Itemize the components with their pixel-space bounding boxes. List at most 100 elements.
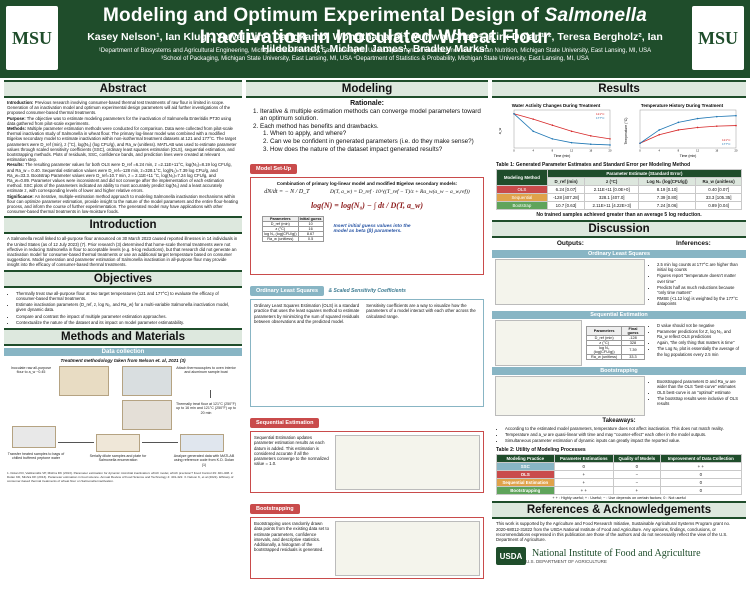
inference-item: RMSE (<1.12 log) is weighted by the 177°… (657, 296, 740, 306)
data-point (532, 118, 534, 120)
logo-mark: MSU (12, 27, 52, 48)
objective-item: Thermally treat raw all-purpose flour at… (16, 291, 239, 301)
text: The resulting parameter values for both … (7, 162, 232, 194)
table-header: Quality of Models (613, 454, 661, 464)
chart1-frame (513, 109, 611, 149)
data-point (551, 124, 554, 126)
table-cell: 0 (659, 470, 743, 480)
table1-caption: Table 1: Generated Parameter Estimates a… (496, 162, 691, 168)
boot-plots (335, 521, 480, 577)
takeaways-title: Takeaways: (602, 417, 636, 424)
x-tick-label: 12 (570, 149, 573, 153)
table-cell: 33.3 (620, 353, 646, 360)
table1: Modeling Method Parameter Estimate (Stand… (496, 169, 743, 210)
flow-arrow (142, 441, 178, 443)
chart1-ylabel: a_w (498, 127, 502, 134)
data-point (677, 121, 680, 124)
boot-block: Bootstrapping Bootstrapping uses randoml… (246, 495, 488, 581)
table-row: SSC 0 0 + + (496, 462, 743, 472)
table-cell: 8.19 [0.10] (638, 185, 697, 194)
usda-text: National Institute of Food and Agricultu… (526, 548, 701, 564)
data-point (716, 125, 718, 127)
data-point (532, 130, 534, 133)
text: The objective was to estimate modeling p… (7, 115, 232, 126)
table-cell: 7.39 [0.80] (638, 193, 697, 202)
section-title-abstract: Abstract (4, 80, 242, 98)
chart1-legend-121: 121°C (596, 112, 605, 116)
seq-plots (335, 435, 480, 491)
x-tick-label: 8 (552, 149, 554, 153)
ols-inferences: 2.5 min log counts at 177°C are higher t… (645, 259, 743, 310)
column-middle: Modeling Rationale: Iterative & multiple… (246, 80, 488, 605)
table-cell: -128 [407.28] (546, 193, 586, 202)
inference-item: The Log N₀ plot is essentially the avera… (657, 346, 740, 356)
section-title-results: Results (492, 80, 746, 98)
objectives-list: Thermally treat raw all-purpose flour at… (4, 288, 242, 328)
table-header: Parameters (586, 325, 622, 336)
ssc-text: Sensitivity coefficients are a way to vi… (366, 303, 476, 319)
rationale-subitem: When to apply, and where? (270, 130, 484, 138)
data-point (677, 129, 680, 131)
column-right: Results Water Activity Changes During Tr… (492, 80, 746, 605)
section-title-modeling: Modeling (246, 80, 488, 98)
thermal-treatment-photo (122, 399, 172, 430)
table-cell: 6.24 [0.07] (546, 185, 586, 194)
rationale-item: Iterative & multiple estimation methods … (260, 108, 484, 123)
table-cell: Sequential (496, 193, 548, 202)
table2: Modeling Practice Parameter Estimations … (496, 454, 743, 496)
table-row: Ra_w (unitless) 0.5 (262, 236, 324, 243)
x-tick-label: 12 (696, 149, 699, 153)
table-header: Parameter Estimations (553, 454, 615, 464)
seq-label: Sequential Estimation (250, 418, 320, 429)
equation-row: dN/dt = − N / D_T D(T, a_w) = D_ref · 10… (254, 189, 480, 195)
inference-item: Figures report "temperature doesn't matt… (657, 273, 740, 283)
table-cell: Bootstrapping (496, 486, 555, 496)
objective-item: Estimate inactivation parameters (D_ref,… (16, 302, 239, 312)
table-cell: + (553, 478, 615, 488)
table-row: Sequential Estimation + −0 (496, 478, 743, 488)
data-collection-bar: Data collection (4, 347, 242, 356)
table-row: Sequential -128 [407.28] 328.1 [407.0] 7.39… (496, 193, 742, 202)
table-cell: + (553, 470, 615, 480)
series-line-2 (639, 115, 737, 144)
inference-item: 2.5 min log counts at 177°C are higher t… (657, 262, 740, 272)
results-charts: Water Activity Changes During Treatment … (492, 98, 746, 160)
methods-flowchart: Treatment methodology taken from Nelson … (4, 358, 242, 470)
usda-logo: USDA (496, 547, 526, 566)
seq-inferences: D value should not be negative Parameter… (645, 320, 743, 366)
table-cell: 10.7 [0.63] (546, 201, 586, 210)
label: Results: (7, 162, 24, 168)
inference-item: Bootstrapped parameters D and Ra_w are w… (657, 379, 740, 389)
equation-1: dN/dt = − N / D_T (264, 189, 310, 196)
table-header: Improvement of Data Collection (659, 454, 743, 464)
table-cell: 2.11E+11 [4.22E+3] (584, 201, 640, 210)
table-header: z (°C) (584, 177, 640, 186)
table-row: log N₀ (log(CFU/g)) 7.39 (586, 344, 646, 355)
rationale: Rationale: Iterative & multiple estimati… (246, 98, 488, 155)
insert-note: Insert initial guess values into the mod… (333, 224, 411, 235)
final-guess-table: Parameters Final guess D_ref (min) -128 z … (586, 325, 646, 360)
data-point (590, 135, 592, 137)
data-point (609, 138, 611, 140)
label: Purpose: (7, 115, 26, 121)
initial-guess-row: Parameters Initial guess D_ref (min) 10 z … (254, 216, 480, 243)
table-cell: + + (659, 462, 743, 472)
ssc-label: & Scaled Sensitivity Coefficients (328, 288, 406, 295)
inference-item: The bootstrap results were inclusive of … (657, 396, 740, 406)
x-tick-label: 20 (735, 149, 738, 153)
outputs-label: Outputs: (556, 240, 584, 247)
table-cell: 0 (659, 478, 743, 488)
affiliation-line: ¹Department of Biosystems and Agricultur… (98, 48, 652, 54)
temperature-chart: Temperature History During Treatment Tim… (624, 103, 738, 158)
initial-guess-table: Parameters Initial guess D_ref (min) 10 z … (262, 216, 324, 243)
x-tick-label: 16 (715, 149, 718, 153)
boot-text: Bootstrapping uses randomly drawn data p… (254, 521, 330, 553)
step-5-caption: Serially dilute samples and plate for Sa… (89, 453, 147, 463)
introduction-text: A Salmonella recall linked to all-purpos… (7, 236, 238, 268)
transfer-photo (12, 425, 56, 448)
text: An iterative, multiple-estimation method… (7, 193, 238, 215)
section-title-references: References & Acknowledgements (492, 501, 746, 520)
chart2-legend-121: 121°C (722, 138, 731, 142)
table-row: Bootstrap 10.7 [0.63] 2.11E+11 [4.22E+3] 7.… (496, 201, 742, 210)
x-tick-label: 8 (678, 149, 680, 153)
